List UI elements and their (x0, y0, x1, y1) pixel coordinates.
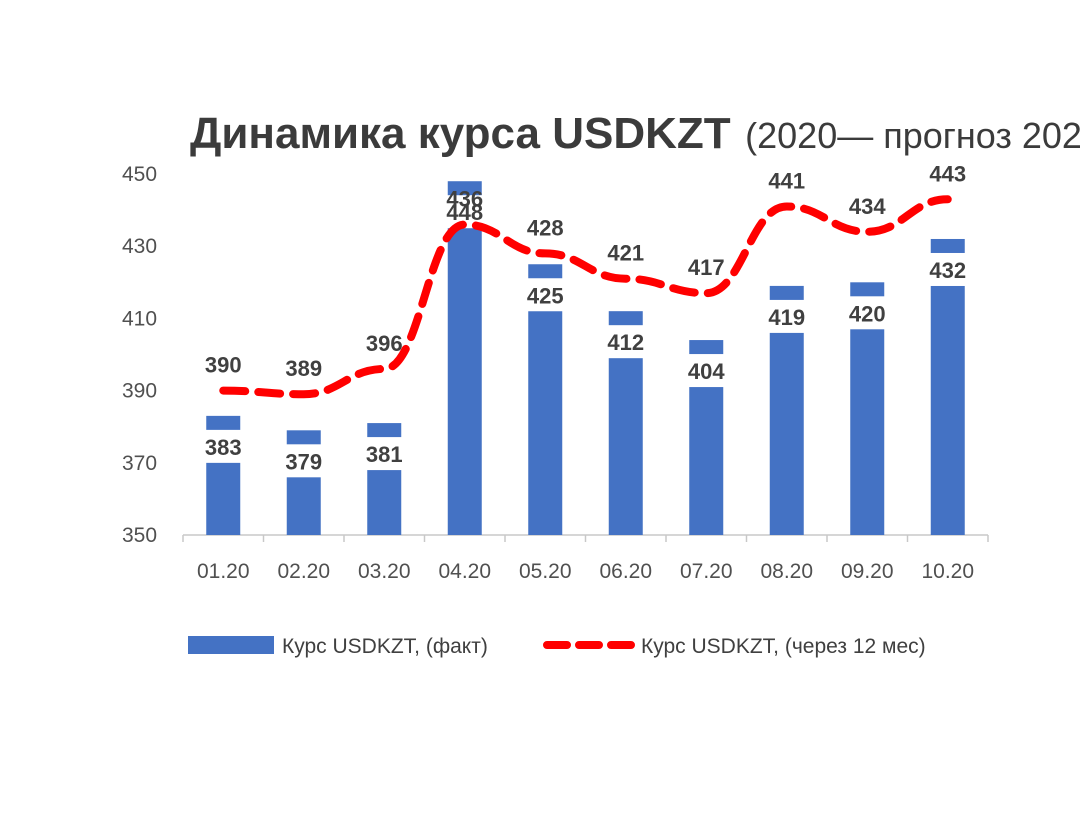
legend-label-line: Курс USDKZT, (через 12 мес) (641, 635, 926, 658)
y-tick-label: 410 (122, 307, 157, 330)
bar (447, 181, 482, 535)
line-data-label: 434 (849, 194, 886, 219)
bar-data-label: 419 (768, 305, 805, 330)
bar-label-background (920, 252, 975, 286)
x-tick-label: 03.20 (358, 560, 411, 583)
bar-label-background (276, 444, 331, 478)
bar-data-label: 412 (607, 330, 644, 355)
bar-data-label: 379 (285, 449, 322, 474)
y-tick-label: 450 (122, 163, 157, 186)
chart-title: Динамика курса USDKZT (2020— прогноз 202… (190, 109, 1080, 158)
chart-title-main: Динамика курса USDKZT (190, 109, 731, 158)
bar-data-label: 404 (688, 359, 725, 384)
y-tick-label: 430 (122, 235, 157, 258)
x-tick-label: 10.20 (921, 560, 974, 583)
line-data-label: 436 (446, 187, 483, 212)
bar-label-background (679, 354, 734, 388)
legend-label-bar: Курс USDKZT, (факт) (282, 635, 488, 658)
bar (930, 238, 965, 536)
line-data-label: 390 (205, 353, 242, 378)
line-data-label: 421 (607, 241, 644, 266)
x-tick-label: 01.20 (197, 560, 250, 583)
bar-label-background (357, 437, 412, 471)
line-data-label: 443 (929, 161, 966, 186)
x-tick-label: 07.20 (680, 560, 733, 583)
legend-swatch-bar (188, 636, 274, 654)
y-tick-label: 370 (122, 452, 157, 475)
line-data-label: 389 (285, 356, 322, 381)
chart-title-subtitle: (2020— прогноз 2021) (745, 115, 1080, 156)
y-axis: 350 370 390 410 430 450 (122, 163, 157, 547)
line-data-label: 417 (688, 255, 725, 280)
bar-data-label: 432 (929, 258, 966, 283)
x-tick-label: 05.20 (519, 560, 572, 583)
line-data-label: 428 (527, 215, 564, 240)
bar-data-label: 383 (205, 435, 242, 460)
bar-data-label: 425 (527, 283, 564, 308)
y-tick-label: 350 (122, 524, 157, 547)
y-tick-label: 390 (122, 380, 157, 403)
x-tick-label: 02.20 (277, 560, 330, 583)
bar-label-background (518, 278, 573, 312)
line-data-label: 396 (366, 331, 403, 356)
x-tick-label: 04.20 (438, 560, 491, 583)
bar-label-background (598, 325, 653, 359)
x-tick-label: 08.20 (760, 560, 813, 583)
x-axis: 01.20 02.20 03.20 04.20 05.20 06.20 07.20 08.20… (182, 534, 989, 583)
x-tick-label: 09.20 (841, 560, 894, 583)
bar-label-background (196, 429, 251, 463)
x-tick-label: 06.20 (599, 560, 652, 583)
legend: Курс USDKZT, (факт) Курс USDKZT, (через … (188, 635, 926, 658)
bar-label-background (759, 299, 814, 333)
bar-data-label: 420 (849, 301, 886, 326)
line-data-label: 441 (768, 168, 805, 193)
line-series: 390 389 396 436 428 421 417 441 434 443 (205, 161, 966, 399)
bar-label-background (840, 296, 895, 330)
forecast-line (219, 195, 952, 399)
bar-data-label: 381 (366, 442, 403, 467)
